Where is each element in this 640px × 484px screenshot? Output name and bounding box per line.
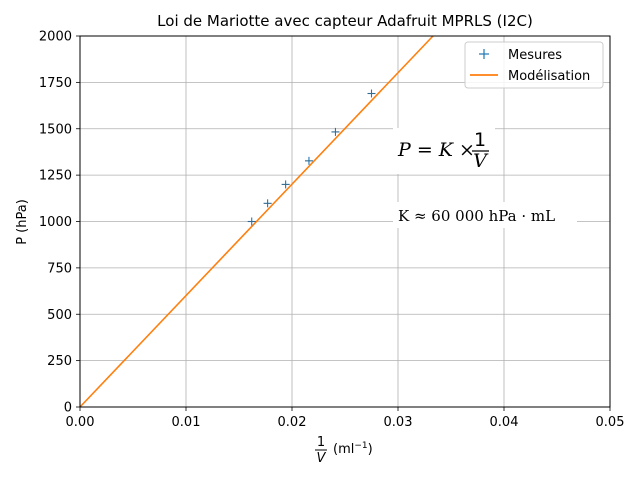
data-point <box>281 180 290 189</box>
y-tick-label: 1250 <box>39 169 72 184</box>
series-line-modelisation <box>79 35 434 408</box>
data-point <box>331 127 340 136</box>
y-axis-label: P (hPa) <box>15 199 30 245</box>
y-tick-label: 2000 <box>39 30 72 45</box>
y-tick-label: 1500 <box>39 122 72 137</box>
data-point <box>367 89 376 98</box>
x-axis-label: 1 V (ml−1) <box>315 435 373 466</box>
constant-annotation: K ≈ 60 000 hPa · mL <box>393 202 577 228</box>
equation-lhs: P = K × <box>397 139 475 161</box>
y-tick-label: 500 <box>47 308 72 323</box>
x-tick-label: 0.02 <box>278 415 307 430</box>
legend-marker-mesures <box>479 49 489 59</box>
y-tick-label: 0 <box>64 401 72 416</box>
x-tick-label: 0.03 <box>384 415 413 430</box>
equation-numerator: 1 <box>474 129 486 151</box>
x-tick-label: 0.00 <box>66 415 95 430</box>
constant-text: K ≈ 60 000 hPa · mL <box>398 207 555 225</box>
data-point <box>304 156 313 165</box>
x-axis-unit-prefix: (ml <box>333 442 354 457</box>
x-axis-label-numerator: 1 <box>317 435 325 450</box>
y-tick-label: 1750 <box>39 76 72 91</box>
legend: Mesures Modélisation <box>464 41 604 89</box>
equation-annotation: P = K × 1 V <box>393 128 495 174</box>
x-axis-unit-exponent: −1 <box>354 441 367 451</box>
data-point <box>247 217 256 226</box>
ticks: 0.00 0.01 0.02 0.03 0.04 0.050250500750100012… <box>39 30 625 431</box>
chart-title: Loi de Mariotte avec capteur Adafruit MP… <box>157 12 533 30</box>
series-layer <box>79 35 434 408</box>
x-axis-label-denominator: V <box>317 451 327 466</box>
y-tick-label: 750 <box>47 261 72 276</box>
legend-label-mesures: Mesures <box>508 48 562 63</box>
x-tick-label: 0.05 <box>596 415 625 430</box>
y-tick-label: 250 <box>47 354 72 369</box>
constant-background <box>393 202 577 228</box>
x-tick-label: 0.01 <box>172 415 201 430</box>
x-axis-unit-suffix: ) <box>368 442 373 457</box>
x-tick-label: 0.04 <box>490 415 519 430</box>
x-axis-label-unit: (ml−1) <box>333 441 373 457</box>
equation-denominator: V <box>473 150 489 172</box>
y-tick-label: 1000 <box>39 215 72 230</box>
legend-label-modelisation: Modélisation <box>508 69 590 84</box>
data-point <box>263 199 272 208</box>
legend-box <box>464 41 604 89</box>
